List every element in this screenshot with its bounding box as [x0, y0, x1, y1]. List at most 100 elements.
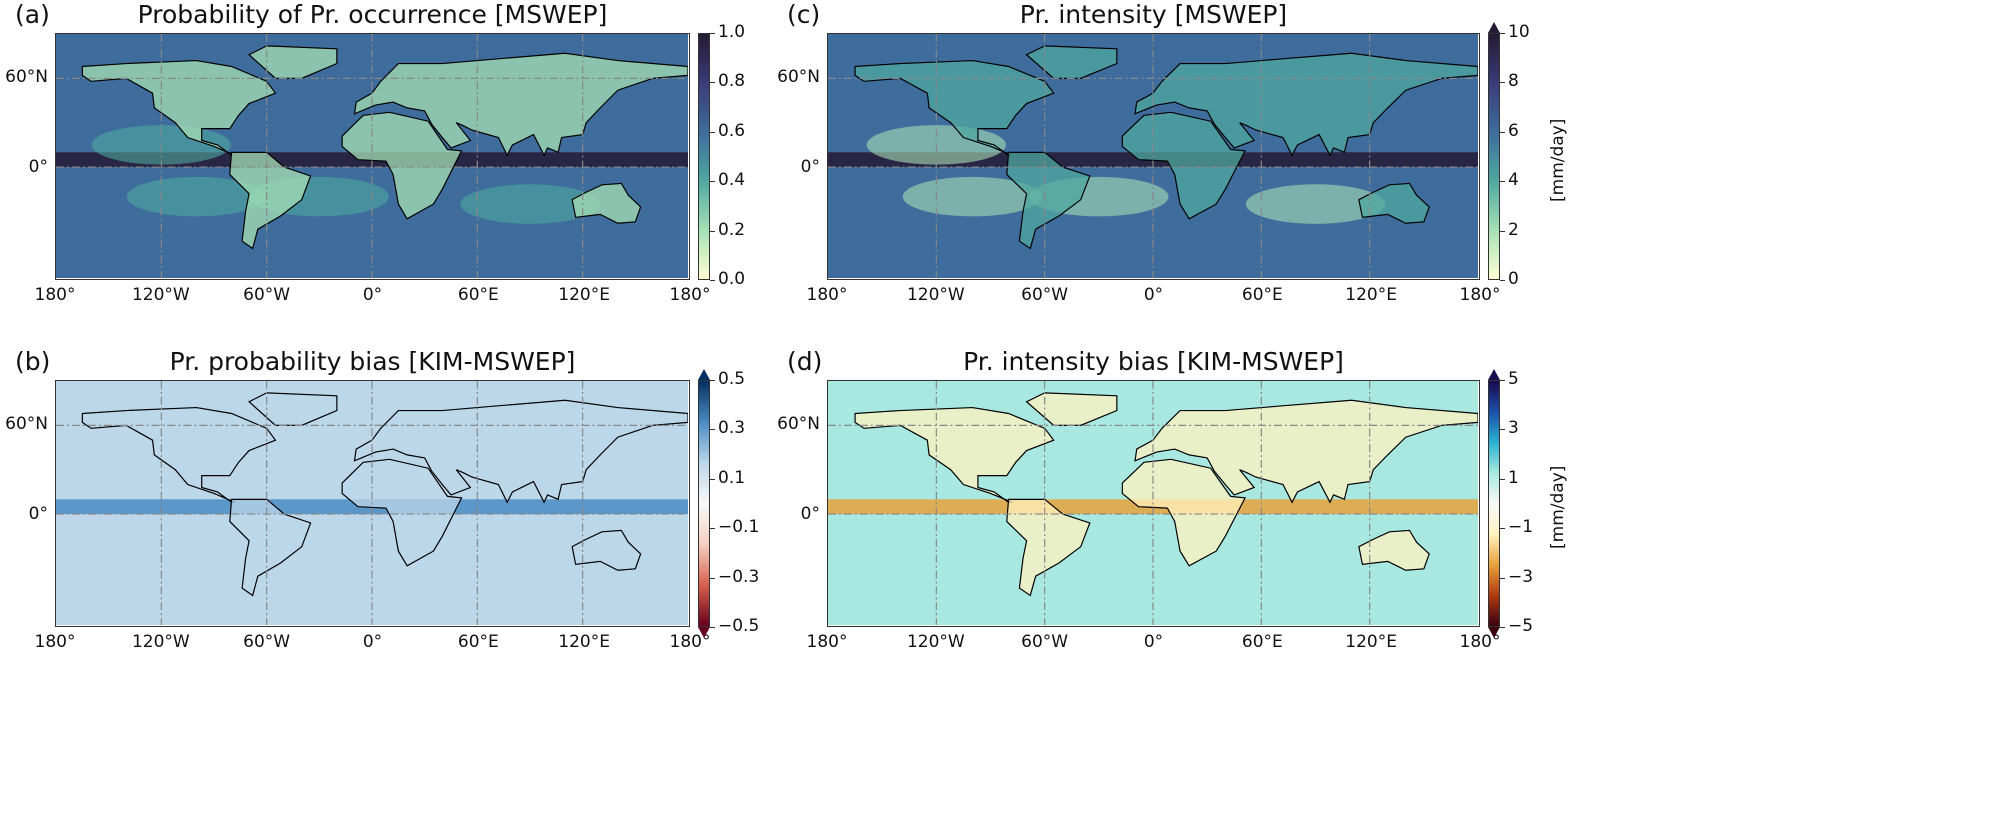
colorbar-tick-label: 0.5: [718, 369, 746, 389]
colorbar-tick-mark: [710, 577, 715, 579]
colorbar-tick-label: 0.1: [718, 467, 746, 488]
colorbar-tick-label: 0: [1508, 269, 1519, 289]
colorbar-tick-mark: [1500, 33, 1505, 34]
colorbar-tick-label: 3: [1508, 418, 1519, 439]
subtropic-patch: [866, 125, 1007, 165]
coastline: [81, 406, 277, 503]
coastline: [248, 392, 338, 426]
y-tick-label: 0°: [800, 156, 820, 177]
bias-patch: [257, 558, 417, 603]
subtropic-patch: [91, 125, 232, 165]
subtropic-patch: [1245, 184, 1386, 224]
colorbar-tick-label: 10: [1508, 22, 1530, 42]
x-tick-label: 120°W: [906, 285, 965, 305]
colorbar-tick-label: 8: [1508, 71, 1519, 92]
x-tick-label: 60°W: [243, 285, 291, 305]
colorbar-tick-mark: [710, 33, 715, 34]
colorbar-tick-label: −3: [1508, 566, 1534, 587]
x-tick-label: 180°: [1459, 632, 1501, 652]
subtropic-patch: [126, 176, 267, 217]
subtropic-patch: [460, 184, 600, 224]
coastline: [353, 399, 688, 504]
bias-patch: [555, 558, 688, 603]
itcz-band: [828, 152, 1478, 168]
ocean-field: [56, 34, 688, 278]
colorbar-extend-max: [698, 369, 710, 380]
x-tick-label: 0°: [362, 285, 383, 305]
coastline: [1121, 111, 1247, 220]
colorbar-tick-label: 2: [1508, 219, 1519, 240]
colorbar-tick-label: 0.8: [718, 71, 746, 92]
ocean-field: [56, 381, 688, 625]
colorbar-tick-mark: [1500, 280, 1505, 281]
x-tick-label: 180°: [1459, 285, 1501, 305]
colorbar-tick-mark: [1500, 82, 1505, 84]
subtropic-patch: [1029, 176, 1169, 217]
ocean-field: [828, 34, 1478, 278]
x-tick-label: 120°W: [906, 632, 965, 652]
x-tick-label: 60°W: [1021, 632, 1069, 652]
coastline: [1134, 52, 1478, 157]
map-c: [827, 33, 1480, 280]
x-tick-label: 60°E: [457, 285, 499, 305]
colorbar-tick-label: −1: [1508, 517, 1534, 538]
panel-letter: (a): [15, 0, 50, 29]
colorbar-tick-label: −5: [1508, 616, 1534, 636]
colorbar-tick-label: 0.6: [718, 120, 746, 141]
coastline: [854, 406, 1055, 503]
bias-patch: [1181, 551, 1341, 595]
bias-patch: [397, 551, 557, 595]
panel-letter: (d): [787, 347, 823, 376]
bias-patch: [116, 514, 277, 559]
colorbar-tick-mark: [710, 131, 715, 133]
map-d: [827, 380, 1480, 627]
itcz-band: [828, 499, 1478, 515]
colorbar-tick-label: −0.3: [718, 566, 760, 587]
panel-title: Pr. intensity [MSWEP]: [1019, 0, 1288, 29]
x-tick-label: 120°E: [1345, 632, 1398, 652]
panel-title: Probability of Pr. occurrence [MSWEP]: [137, 0, 608, 29]
y-tick-label: 0°: [800, 503, 820, 524]
colorbar-tick-mark: [710, 280, 715, 281]
map-b: [55, 380, 690, 627]
itcz-band: [56, 499, 688, 515]
x-tick-label: 180°: [806, 632, 848, 652]
y-tick-label: 60°N: [777, 66, 820, 87]
colorbar-tick-mark: [1500, 131, 1505, 133]
x-tick-label: 60°E: [1241, 285, 1283, 305]
colorbar-unit-label: [mm/day]: [1548, 118, 1568, 202]
coastline: [248, 45, 338, 79]
colorbar-tick-mark: [1500, 627, 1505, 628]
x-tick-label: 0°: [1143, 632, 1164, 652]
colorbar-tick-mark: [1500, 380, 1505, 381]
panel-letter: (b): [15, 347, 51, 376]
x-tick-label: 120°E: [1345, 285, 1398, 305]
coastline: [854, 59, 1055, 156]
colorbar-tick-mark: [710, 230, 715, 232]
coastline: [1358, 529, 1430, 571]
x-tick-label: 60°W: [243, 632, 291, 652]
colorbar-tick-label: 1.0: [718, 22, 746, 42]
y-tick-label: 0°: [28, 156, 48, 177]
colorbar-extend-min: [1488, 627, 1500, 638]
x-tick-label: 180°: [669, 632, 711, 652]
x-tick-label: 180°: [34, 285, 76, 305]
colorbar-tick-mark: [1500, 577, 1505, 579]
coastline: [1121, 458, 1247, 567]
colorbar-tick-label: 4: [1508, 170, 1519, 191]
colorbar-tick-mark: [1500, 429, 1505, 431]
colorbar-tick-mark: [1500, 181, 1505, 183]
x-tick-label: 180°: [806, 285, 848, 305]
colorbar-tick-label: −0.1: [718, 517, 760, 538]
colorbar-extend-max: [1488, 22, 1500, 33]
x-tick-label: 120°E: [558, 285, 611, 305]
y-tick-label: 60°N: [5, 413, 48, 434]
coastline: [1358, 182, 1430, 224]
colorbar-extend-max: [1488, 369, 1500, 380]
y-tick-label: 60°N: [5, 66, 48, 87]
coastline: [81, 59, 277, 156]
ocean-field: [828, 381, 1478, 625]
